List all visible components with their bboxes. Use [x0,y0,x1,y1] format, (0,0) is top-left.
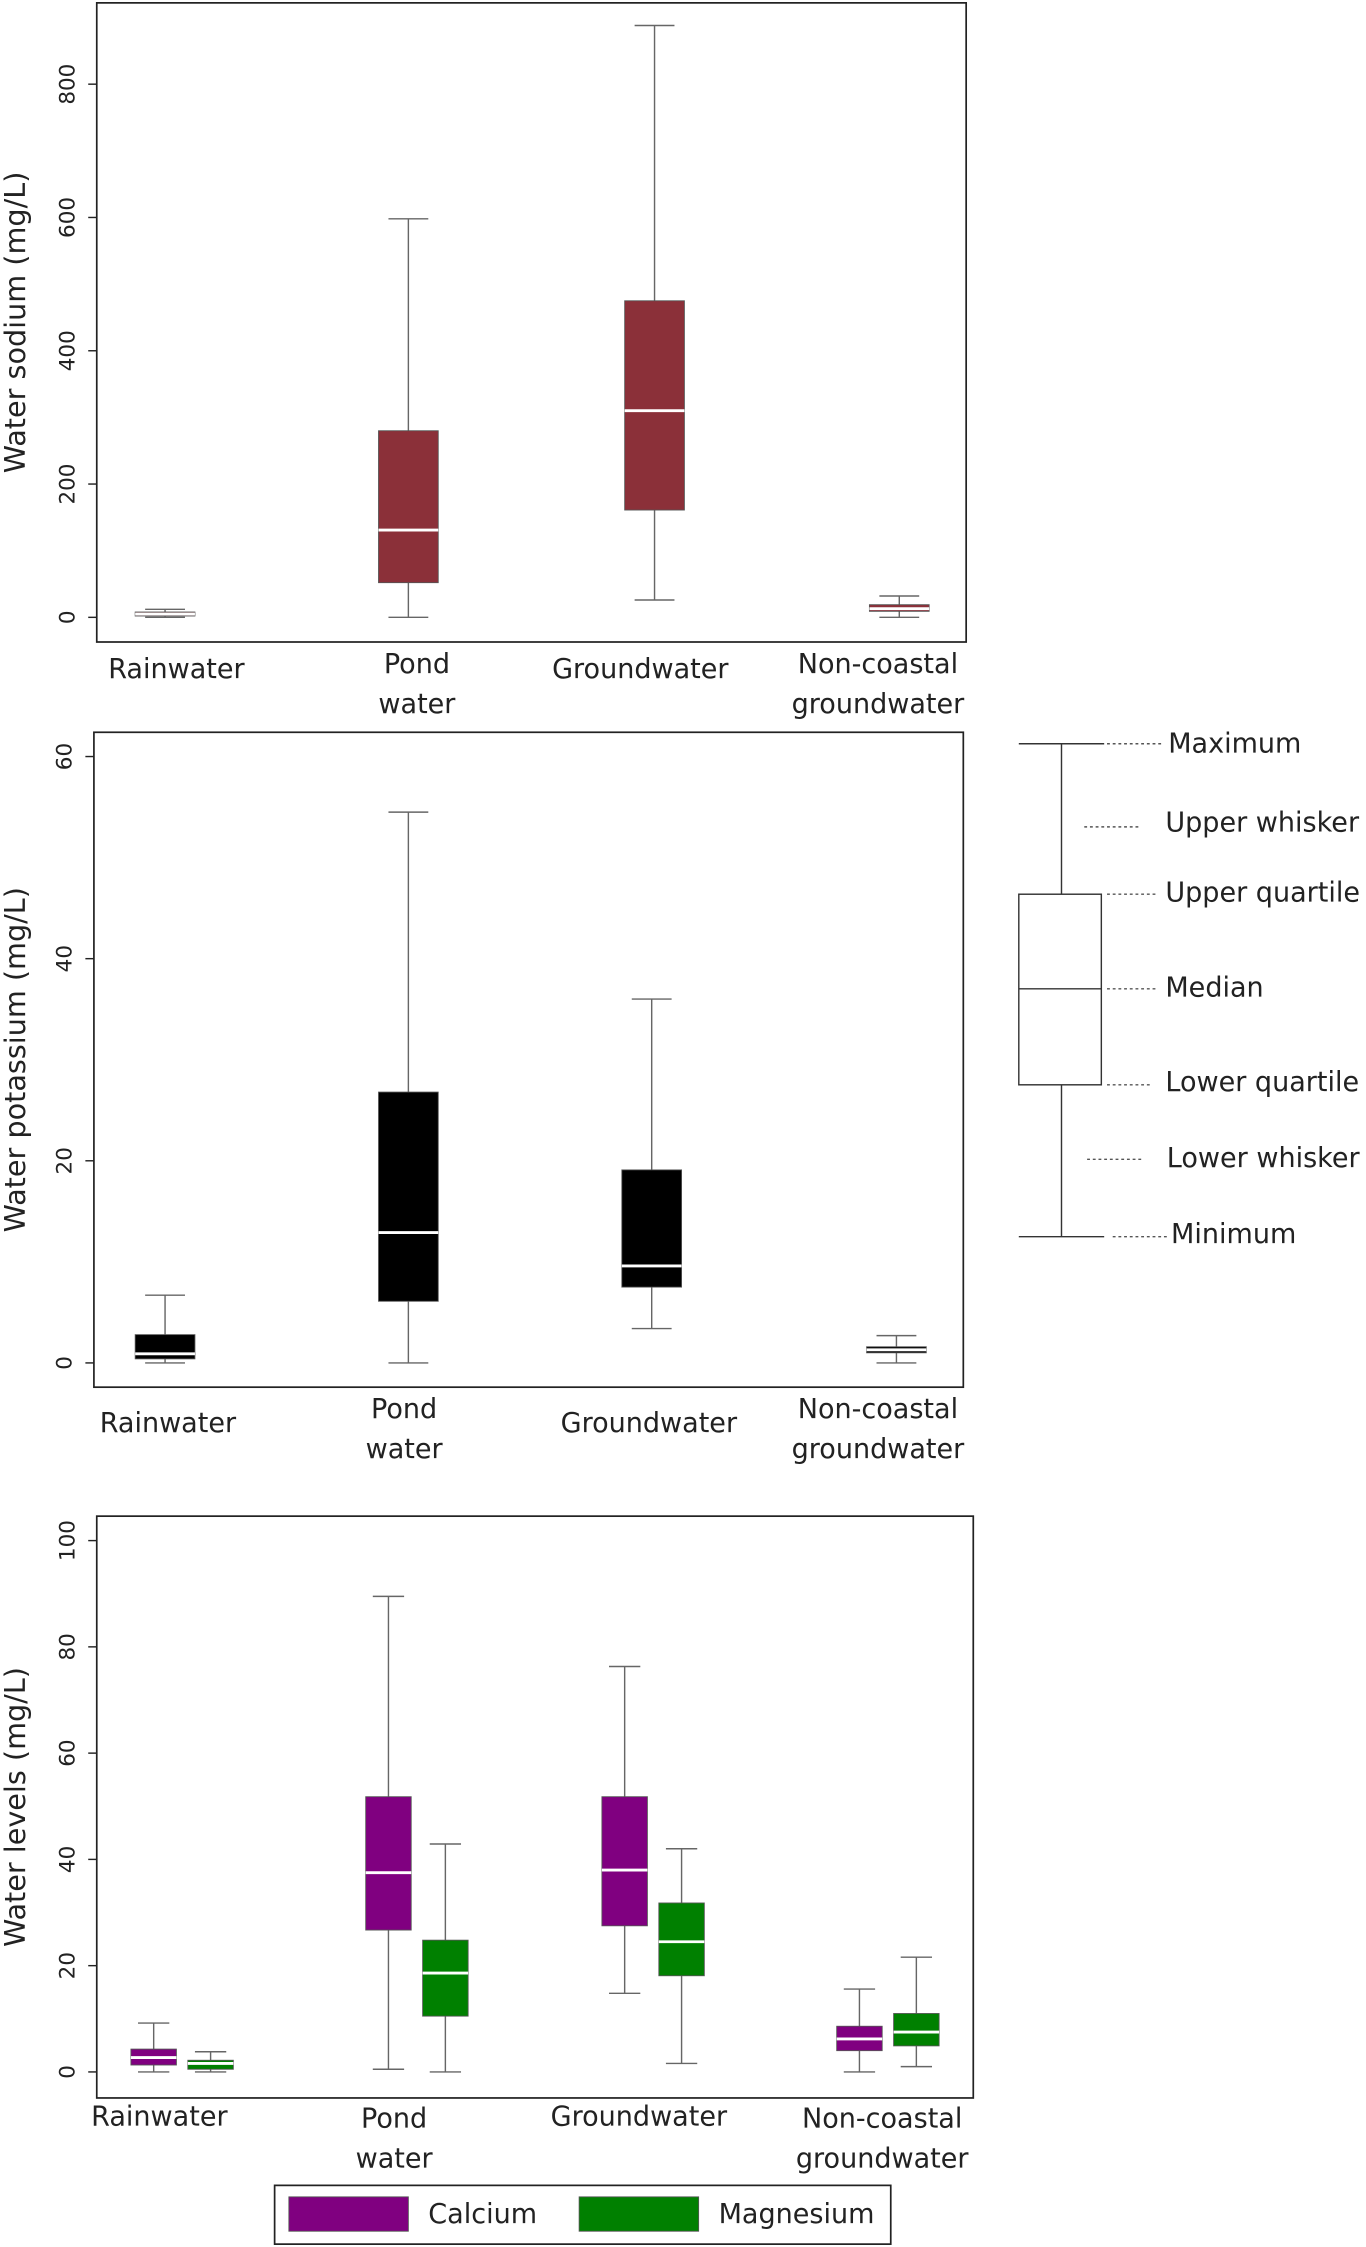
y-axis-title: Water potassium (mg/L) [0,887,32,1232]
x-tick-label-line: groundwater [796,2143,969,2174]
x-tick-label-line: Pond [384,648,450,679]
explainer-label: Upper whisker [1165,807,1360,838]
legend-label: Magnesium [719,2199,875,2230]
x-tick-label: Rainwater [100,1408,237,1439]
box [378,1091,439,1302]
box [422,1939,469,2017]
y-tick-label: 80 [55,1633,80,1660]
y-tick-label: 0 [53,1356,78,1370]
x-tick-label: Non-coastal groundwater [792,648,965,719]
y-tick-label: 0 [55,611,80,625]
x-tick-label: Pond water [366,1394,444,1465]
box-explainer [1018,743,1170,1238]
x-tick-label: Pond water [356,2103,434,2174]
y-tick-label: 60 [55,1739,80,1766]
box [624,300,685,511]
plot-frame [95,1515,975,2099]
y-tick-label: 20 [53,1147,78,1174]
x-tick-label-line: Non-coastal [798,648,958,679]
x-tick-label-line: Non-coastal [802,2103,962,2134]
y-tick-label: 40 [55,1846,80,1873]
y-tick-label: 40 [53,945,78,972]
legend-label: Calcium [428,2199,537,2230]
legend-swatch [288,2196,409,2232]
y-axis-title: Water levels (mg/L) [0,1667,32,1947]
x-tick-label: Pond water [378,648,456,719]
x-tick-label-line: groundwater [792,1434,965,1465]
box [893,2013,940,2047]
box [621,1169,683,1288]
x-tick-label-line: water [378,688,456,719]
box [601,1796,648,1927]
box [658,1902,705,1977]
y-tick-label: 100 [55,1520,80,1561]
explainer-label: Lower whisker [1167,1143,1361,1174]
x-tick-label-line: groundwater [792,688,965,719]
y-tick-label: 0 [55,2065,80,2079]
x-tick-label-line: Pond [361,2103,427,2134]
explainer-label: Lower quartile [1165,1067,1359,1098]
x-tick-label-line: Non-coastal [798,1394,958,1425]
explainer-label: Upper quartile [1165,878,1360,909]
y-tick-label: 60 [53,743,78,770]
x-tick-label: Rainwater [91,2101,228,2132]
box [378,430,439,584]
x-tick-label: Non-coastal groundwater [792,1394,965,1465]
x-tick-label-line: water [366,1434,444,1465]
y-tick-label: 400 [55,330,80,371]
x-tick-label: Groundwater [551,2101,728,2132]
explainer-label: Minimum [1171,1219,1296,1250]
x-tick-label-line: water [356,2143,434,2174]
explainer-label: Median [1165,972,1263,1003]
x-tick-label: Rainwater [108,654,245,685]
y-tick-label: 800 [55,64,80,105]
y-tick-label: 20 [55,1952,80,1979]
x-tick-label: Groundwater [552,654,729,685]
x-tick-label: Groundwater [561,1408,738,1439]
plot-frame [95,2,968,643]
x-tick-label: Non-coastal groundwater [796,2103,969,2174]
y-tick-label: 200 [55,464,80,505]
plot-frame [93,731,965,1389]
legend-swatch [578,2196,700,2232]
explainer-label: Maximum [1168,729,1301,760]
box [365,1796,412,1931]
y-axis-title: Water sodium (mg/L) [0,172,32,474]
x-tick-label-line: Pond [371,1394,437,1425]
y-tick-label: 600 [55,197,80,238]
